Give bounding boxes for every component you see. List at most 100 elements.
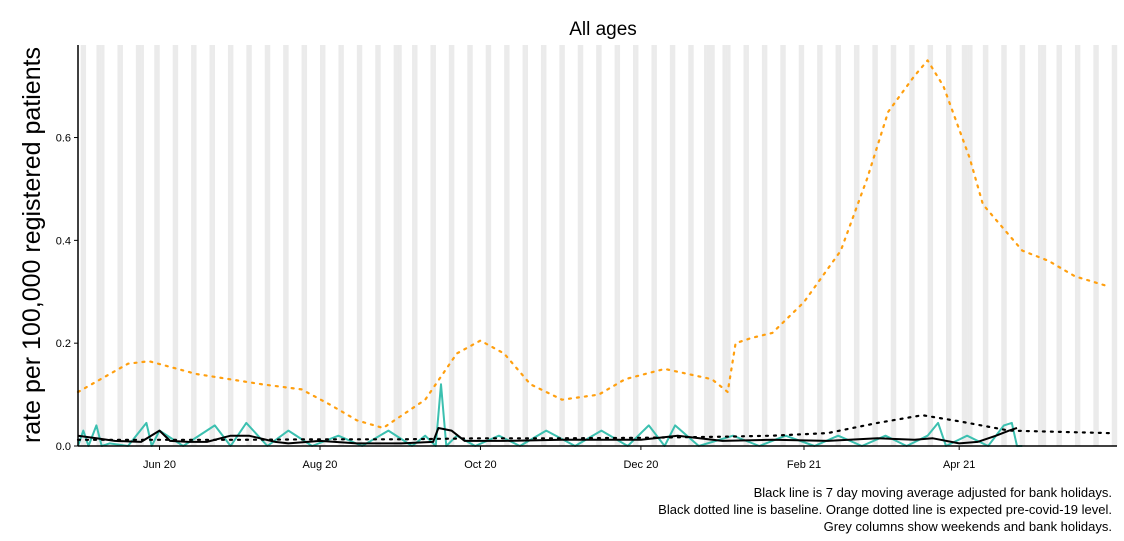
grey-column <box>706 45 710 446</box>
series-line-0 <box>76 59 1111 430</box>
y-tick-label: 0.4 <box>56 235 71 247</box>
chart-title: All ages <box>569 19 637 40</box>
grey-column <box>743 45 747 446</box>
grey-column <box>488 45 492 446</box>
grey-column <box>727 45 731 446</box>
grey-column <box>96 45 100 446</box>
grey-column <box>156 45 160 446</box>
grey-column <box>801 45 805 446</box>
grey-column <box>154 45 158 446</box>
grey-column <box>267 45 271 446</box>
grey-column <box>761 45 765 446</box>
grey-column <box>704 45 707 446</box>
grey-column <box>633 45 636 446</box>
grey-column <box>469 45 473 446</box>
grey-column <box>543 45 547 446</box>
grey-column <box>101 45 105 446</box>
grey-column <box>1074 45 1078 446</box>
grey-column <box>375 45 379 446</box>
grey-column <box>396 45 400 446</box>
weekend-columns <box>80 45 1118 446</box>
grey-column <box>412 45 415 446</box>
grey-column <box>709 45 713 446</box>
series-line-1 <box>76 414 1111 441</box>
grey-column <box>672 45 676 446</box>
grey-column <box>304 45 308 446</box>
grey-column <box>598 45 602 446</box>
grey-column <box>522 45 526 446</box>
y-axis-label: rate per 100,000 registered patients <box>18 47 46 443</box>
grey-column <box>264 45 268 446</box>
grey-column <box>725 45 728 446</box>
grey-column <box>1114 45 1118 446</box>
y-tick-label: 0.6 <box>56 133 71 145</box>
grey-column <box>964 45 968 446</box>
caption-line-2: Black dotted line is baseline. Orange do… <box>658 502 1112 517</box>
grey-column <box>83 45 87 446</box>
grey-column <box>227 45 231 446</box>
grey-column <box>193 45 197 446</box>
grey-column <box>283 45 286 446</box>
grey-column <box>1019 45 1023 446</box>
grey-column <box>172 45 176 446</box>
grey-column <box>1043 45 1047 446</box>
grey-column <box>967 45 970 446</box>
grey-column <box>969 45 973 446</box>
grey-column <box>559 45 563 446</box>
grey-column <box>393 45 397 446</box>
series-line-2 <box>77 383 1023 447</box>
grey-column <box>651 45 655 446</box>
grey-column <box>596 45 600 446</box>
grey-column <box>1095 45 1099 446</box>
grey-column <box>246 45 250 446</box>
grey-column <box>930 45 934 446</box>
grey-column <box>635 45 639 446</box>
grey-column <box>117 45 121 446</box>
grey-column <box>301 45 305 446</box>
grey-column <box>893 45 897 446</box>
grey-column <box>212 45 215 446</box>
grey-column <box>835 45 839 446</box>
grey-column <box>817 45 820 446</box>
grey-column <box>504 45 507 446</box>
grey-column <box>985 45 989 446</box>
grey-column <box>838 45 842 446</box>
grey-column <box>506 45 510 446</box>
grey-column <box>322 45 326 446</box>
grey-column <box>561 45 565 446</box>
grey-column <box>819 45 823 446</box>
grey-column <box>138 45 142 446</box>
grey-column <box>982 45 986 446</box>
grey-column <box>248 45 252 446</box>
grey-column <box>1077 45 1081 446</box>
grey-column <box>909 45 913 446</box>
grey-column <box>1001 45 1005 446</box>
grey-column <box>617 45 621 446</box>
grey-column <box>911 45 915 446</box>
grey-column <box>722 45 726 446</box>
grey-column <box>1093 45 1097 446</box>
grey-column <box>80 45 84 446</box>
grey-column <box>414 45 418 446</box>
grey-column <box>856 45 860 446</box>
grey-column <box>356 45 360 446</box>
x-tick-label: Dec 20 <box>623 459 658 471</box>
grey-column <box>209 45 213 446</box>
grey-column <box>746 45 749 446</box>
x-tick-label: Feb 21 <box>787 459 821 471</box>
grey-column <box>433 45 436 446</box>
grey-column <box>175 45 179 446</box>
grey-column <box>141 45 144 446</box>
x-ticks: Jun 20 Aug 20 Oct 20 Dec 20 Feb 21 Apr 21 <box>143 446 975 471</box>
grey-column <box>764 45 768 446</box>
series-line-3 <box>77 427 1018 445</box>
grey-column <box>890 45 894 446</box>
x-tick-label: Aug 20 <box>303 459 338 471</box>
grey-column <box>875 45 878 446</box>
grey-column <box>577 45 581 446</box>
grey-column <box>688 45 692 446</box>
caption-line-1: Black line is 7 day moving average adjus… <box>754 485 1112 500</box>
y-ticks: 0.0 0.2 0.4 0.6 <box>56 133 78 453</box>
x-tick-label: Oct 20 <box>464 459 496 471</box>
